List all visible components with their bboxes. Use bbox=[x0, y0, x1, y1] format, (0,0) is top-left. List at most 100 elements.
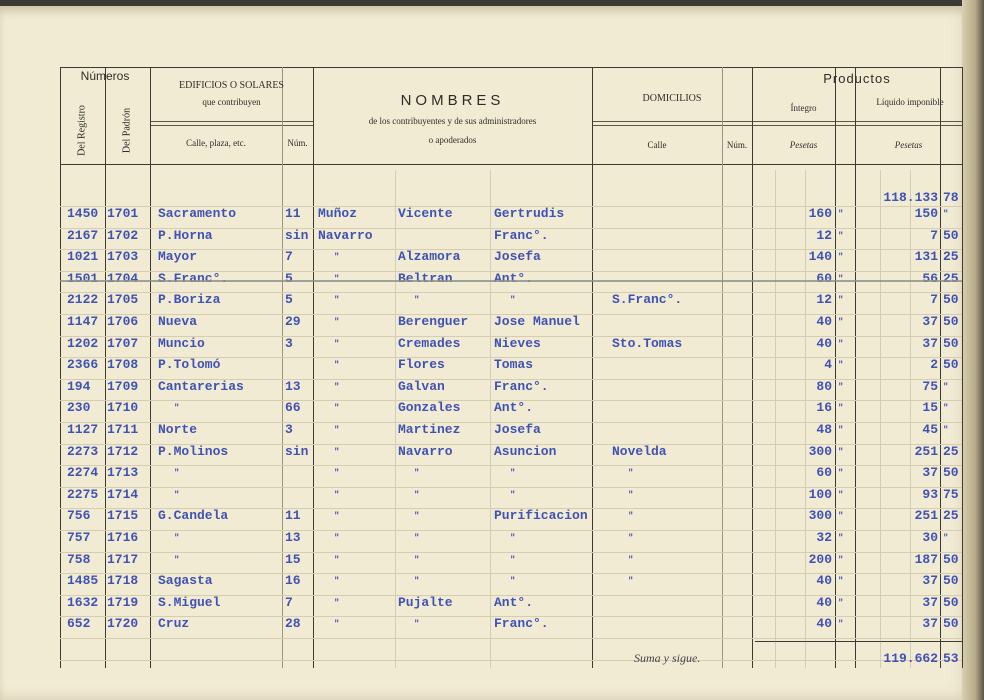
street-number: 16 bbox=[285, 573, 301, 589]
integro-pesetas: 300 bbox=[808, 443, 832, 459]
row-guide bbox=[60, 443, 962, 445]
row-guide bbox=[60, 508, 962, 510]
row-guide bbox=[60, 573, 962, 575]
integro-pesetas: 160 bbox=[808, 206, 832, 221]
given-name: Ant°. bbox=[494, 400, 534, 416]
street-number: 11 bbox=[285, 508, 301, 524]
given-name: " bbox=[510, 576, 516, 587]
integro-cents: " bbox=[838, 468, 844, 479]
surname-1: " bbox=[334, 381, 340, 392]
registro-number: 1501 bbox=[67, 270, 99, 286]
street: P.Boriza bbox=[158, 292, 221, 308]
padron-number: 1720 bbox=[107, 616, 139, 632]
liquido-pesetas: 187 bbox=[914, 551, 938, 567]
domicile-street: " bbox=[628, 489, 634, 500]
row-guide bbox=[60, 314, 962, 315]
suma-y-sigue-label: Suma y sigue. bbox=[634, 651, 701, 665]
street: Mayor bbox=[158, 249, 198, 265]
street: G.Candela bbox=[158, 508, 229, 524]
integro-cents: " bbox=[838, 381, 844, 392]
padron-number: 1705 bbox=[107, 292, 139, 308]
registro-number: 2275 bbox=[67, 486, 99, 502]
padron-number: 1703 bbox=[107, 249, 139, 265]
street-number: 13 bbox=[285, 530, 301, 545]
street: Norte bbox=[158, 422, 198, 437]
liquido-pesetas: 7 bbox=[930, 227, 938, 243]
surname-1: " bbox=[334, 468, 340, 479]
registro-number: 2167 bbox=[67, 227, 99, 243]
integro-pesetas: 12 bbox=[816, 292, 832, 308]
surname-1: " bbox=[334, 403, 340, 414]
street-number: 5 bbox=[285, 292, 293, 308]
street-number: 3 bbox=[285, 335, 293, 351]
liquido-pesetas: 75 bbox=[922, 378, 938, 394]
street: Cruz bbox=[158, 616, 190, 632]
surname-1: " bbox=[334, 597, 340, 608]
liquido-pesetas: 251 bbox=[914, 508, 938, 524]
header-double-rule bbox=[150, 121, 313, 126]
column-rule bbox=[313, 67, 314, 668]
street: " bbox=[174, 489, 180, 500]
liquido-pesetas: 56 bbox=[922, 270, 938, 286]
integro-cents: " bbox=[838, 317, 844, 327]
domicile-street: Sto.Tomas bbox=[612, 335, 683, 351]
integro-pesetas: 40 bbox=[816, 573, 832, 589]
liquido-pesetas: 93 bbox=[922, 486, 938, 502]
liquido-cents: 50 bbox=[943, 335, 959, 351]
registro-number: 756 bbox=[67, 508, 91, 524]
padron-number: 1706 bbox=[107, 314, 139, 329]
given-name: Jose Manuel bbox=[494, 314, 580, 329]
street: P.Molinos bbox=[158, 443, 229, 459]
liquido-cents: 25 bbox=[943, 270, 959, 286]
liquido-cents: " bbox=[943, 425, 949, 435]
row-guide bbox=[60, 638, 962, 639]
liquido-cents: 50 bbox=[943, 292, 959, 308]
integro-pesetas: 40 bbox=[816, 616, 832, 632]
liquido-pesetas: 37 bbox=[922, 594, 938, 610]
integro-pesetas: 100 bbox=[808, 486, 832, 502]
row-guide bbox=[60, 249, 962, 251]
header-pesetas-integro: Pesetas bbox=[789, 140, 818, 150]
header-que-contribuyen: que contribuyen bbox=[202, 97, 261, 107]
column-rule bbox=[835, 67, 836, 668]
integro-cents: " bbox=[838, 425, 844, 435]
registro-number: 652 bbox=[67, 616, 91, 632]
street: Cantarerias bbox=[158, 378, 244, 394]
surname-1: " bbox=[334, 511, 340, 522]
row-guide bbox=[60, 530, 962, 531]
header-nombres-sub1: de los contribuyentes y de sus administr… bbox=[368, 116, 537, 126]
given-name: Ant°. bbox=[494, 594, 534, 610]
column-rule bbox=[752, 67, 753, 668]
integro-pesetas: 80 bbox=[816, 378, 832, 394]
row-guide bbox=[60, 616, 962, 618]
header-dom-num: Núm. bbox=[726, 140, 748, 150]
carry-forward-liquido: 118.133 bbox=[883, 190, 938, 205]
surname-2: Beltran bbox=[398, 270, 453, 286]
registro-number: 1202 bbox=[67, 335, 99, 351]
column-rule bbox=[60, 67, 61, 668]
domicile-street: " bbox=[628, 468, 634, 479]
strike-through-line bbox=[60, 279, 962, 282]
padron-number: 1719 bbox=[107, 594, 139, 610]
integro-pesetas: 40 bbox=[816, 335, 832, 351]
liquido-cents: " bbox=[943, 533, 949, 543]
given-name: Franc°. bbox=[494, 616, 549, 632]
header-dom-calle: Calle bbox=[647, 140, 667, 150]
street: " bbox=[174, 533, 180, 543]
registro-number: 1127 bbox=[67, 422, 99, 437]
row-guide bbox=[60, 422, 962, 423]
given-name: Ant°. bbox=[494, 270, 534, 286]
street: " bbox=[174, 468, 180, 479]
row-guide bbox=[60, 378, 962, 380]
liquido-cents: 50 bbox=[943, 314, 959, 329]
integro-cents: " bbox=[838, 252, 844, 263]
padron-number: 1707 bbox=[107, 335, 139, 351]
surname-2: Pujalte bbox=[398, 594, 453, 610]
integro-cents: " bbox=[838, 533, 844, 543]
integro-cents: " bbox=[838, 489, 844, 500]
given-name: " bbox=[510, 554, 516, 565]
surname-2: Berenguer bbox=[398, 314, 469, 329]
given-name: Franc°. bbox=[494, 227, 549, 243]
liquido-cents: 25 bbox=[943, 249, 959, 265]
integro-cents: " bbox=[838, 273, 844, 284]
